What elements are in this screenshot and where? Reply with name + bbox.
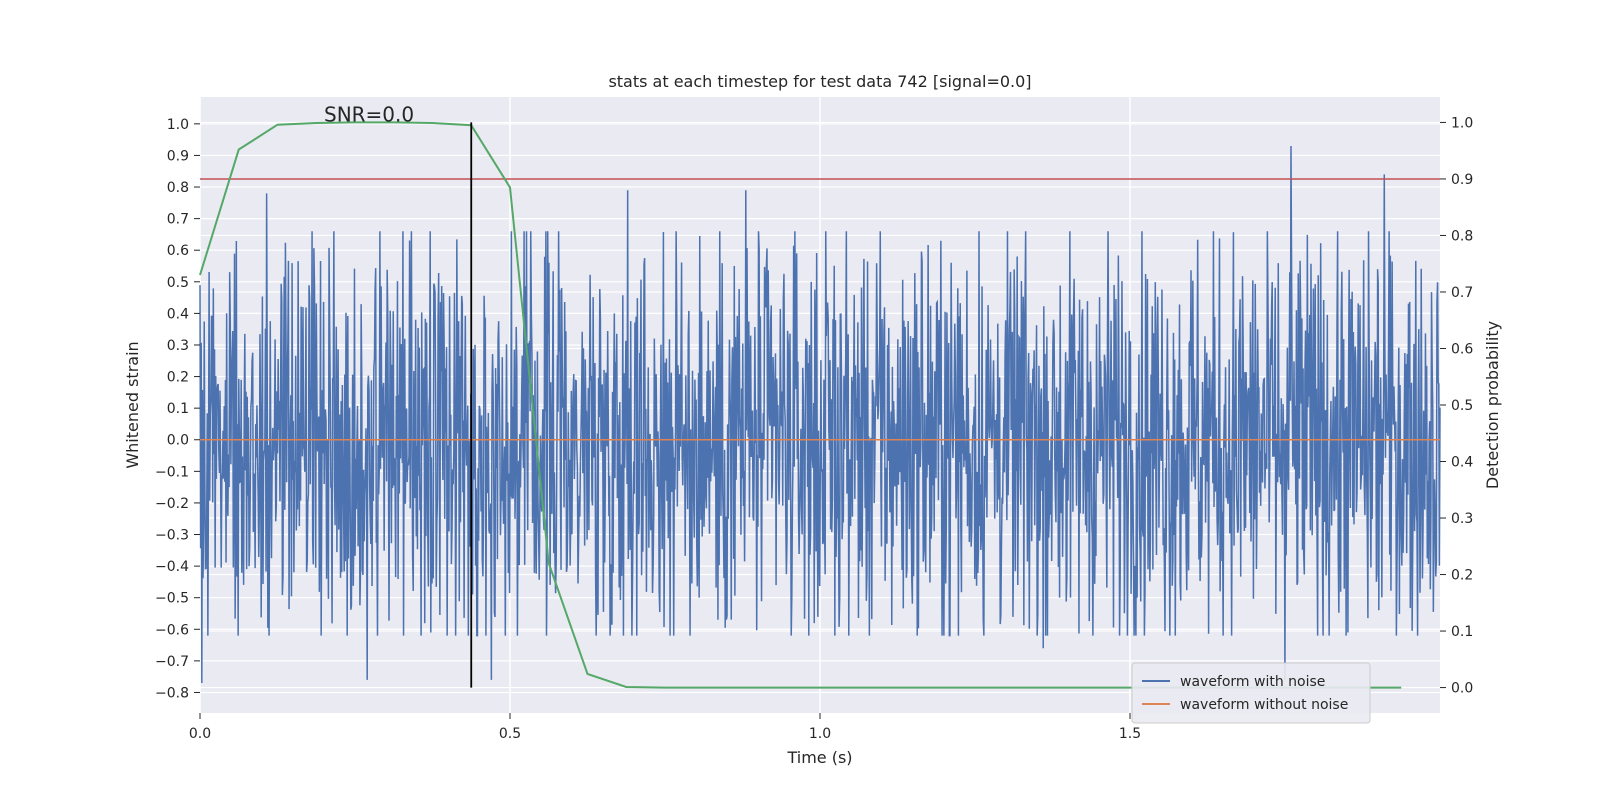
x-axis-ticks: 0.0 0.5 1.0 1.5 [189,713,1141,742]
y-tick-label-right: 0.3 [1451,511,1473,527]
left-axis-ticks: −0.8 −0.7 −0.6 −0.5 −0.4 −0.3 −0.2 −0.1 0.0 0.1 0.… [155,117,200,701]
y-tick-label-left: −0.1 [155,464,189,480]
x-tick-label: 0.5 [499,726,521,742]
y-tick-label-right: 0.6 [1451,341,1473,357]
legend-label: waveform with noise [1180,674,1325,690]
y-tick-label-right: 0.0 [1451,681,1473,697]
legend-box [1131,662,1371,724]
y-tick-label-right: 0.1 [1451,624,1473,640]
x-tick-label: 0.0 [189,726,211,742]
y-tick-label-left: −0.4 [155,559,189,575]
y-tick-label-left: 0.6 [167,243,189,259]
y-tick-label-left: 0.3 [167,338,189,354]
y-tick-label-left: 0.2 [167,370,189,386]
right-axis-ticks: 0.0 0.1 0.2 0.3 0.4 0.5 0.6 0.7 0.8 0.9 1.0 [1440,115,1473,697]
series-line-waveform-with-noise [199,145,1441,683]
y-tick-label-left: −0.3 [155,528,189,544]
y-tick-label-left: −0.7 [155,654,189,670]
legend-label: waveform without noise [1180,697,1348,713]
y-tick-label-right: 0.8 [1451,228,1473,244]
x-axis-label: Time (s) [786,748,852,767]
y-tick-label-left: −0.2 [155,496,189,512]
y-tick-label-left: −0.5 [155,591,189,607]
right-y-axis-label: Detection probability [1483,321,1502,489]
y-tick-label-left: 0.1 [167,401,189,417]
y-tick-label-right: 0.2 [1451,568,1473,584]
y-tick-label-right: 0.4 [1451,455,1473,471]
left-y-axis-label: Whitened strain [123,341,142,468]
y-tick-label-right: 0.5 [1451,398,1473,414]
y-tick-label-left: 1.0 [167,117,189,133]
y-tick-label-left: −0.6 [155,622,189,638]
chart-title: stats at each timestep for test data 742… [608,72,1031,91]
y-tick-label-left: 0.4 [167,306,189,322]
y-tick-label-left: 0.9 [167,148,189,164]
snr-annotation: SNR=0.0 [324,102,414,126]
x-tick-label: 1.5 [1119,726,1141,742]
y-tick-label-left: 0.0 [167,433,189,449]
legend: waveform with noise waveform without nois… [1131,662,1371,724]
y-tick-label-left: 0.8 [167,180,189,196]
y-tick-label-left: 0.7 [167,212,189,228]
y-tick-label-right: 0.7 [1451,285,1473,301]
x-tick-label: 1.0 [809,726,831,742]
y-tick-label-right: 0.9 [1451,172,1473,188]
y-tick-label-right: 1.0 [1451,115,1473,131]
y-tick-label-left: 0.5 [167,275,189,291]
y-tick-label-left: −0.8 [155,685,189,701]
